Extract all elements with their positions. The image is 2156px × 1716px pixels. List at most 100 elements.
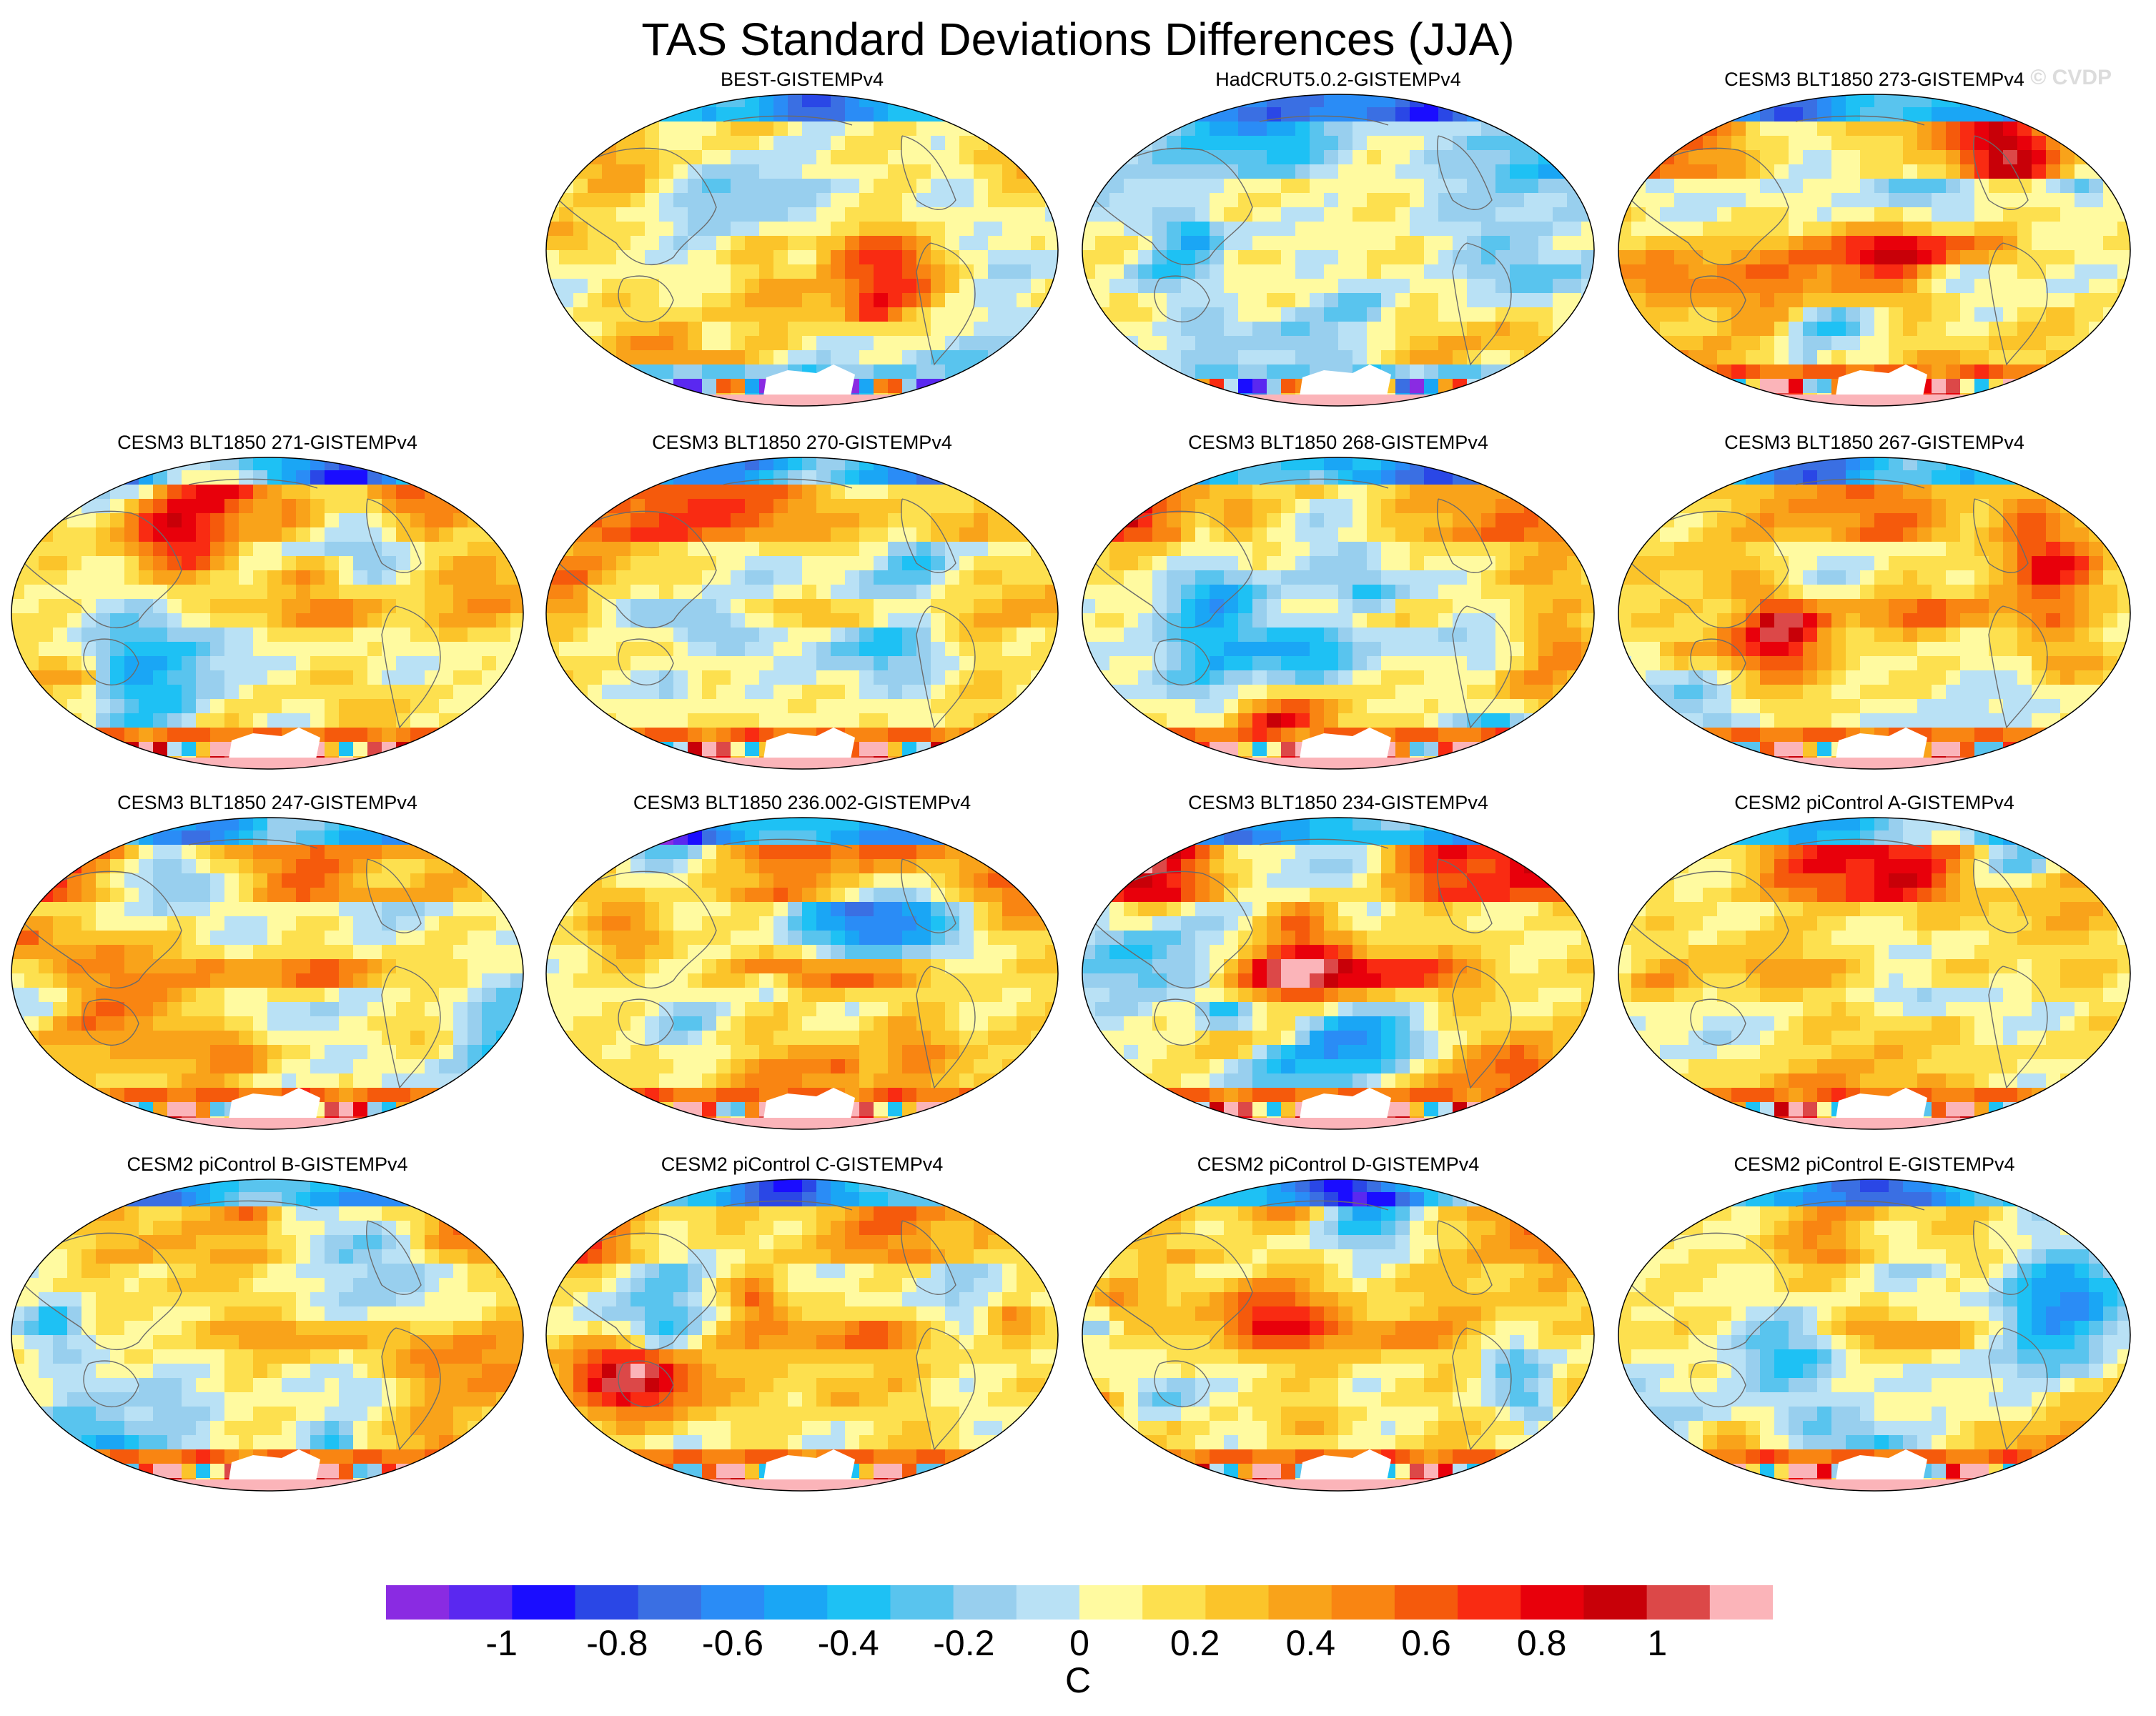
field-cell [559,336,574,351]
field-cell [702,628,717,643]
field-cell [1310,164,1325,179]
field-cell [874,264,889,279]
field-cell [859,179,874,194]
field-cell [1495,150,1510,165]
field-cell [1152,470,1167,485]
field-cell [1646,393,1661,406]
field-cell [816,193,831,208]
field-cell [2032,457,2047,471]
field-cell [1567,628,1582,643]
field-cell [1481,470,1496,485]
field-cell [1789,222,1804,237]
field-cell [1846,207,1861,222]
field-cell [2089,364,2104,380]
field-cell [546,236,560,251]
field-cell [2117,307,2130,322]
field-cell [1095,121,1110,137]
field-cell [1410,485,1425,500]
field-cell [139,485,154,500]
field-cell [1932,364,1947,380]
field-cell [224,656,239,671]
field-cell [974,742,989,757]
field-cell [367,485,382,500]
field-cell [902,628,917,643]
field-cell [182,527,197,542]
field-cell [1989,264,2004,279]
field-cell [1538,613,1553,628]
field-cell [773,179,788,194]
field-cell [1353,499,1368,514]
field-cell [1438,513,1453,528]
field-cell [888,656,903,671]
field-cell [1717,164,1732,179]
field-cell [916,136,931,151]
field-cell [974,556,989,571]
field-cell [1267,121,1282,137]
field-cell [1252,250,1267,265]
field-cell [482,628,497,643]
field-cell [1495,379,1510,394]
field-cell [453,628,468,643]
field-cell [1082,642,1096,657]
field-cell [759,699,774,714]
field-cell [602,94,617,108]
field-cell [224,485,239,500]
field-cell [2017,350,2032,365]
field-cell [1017,136,1032,151]
field-cell [1510,136,1525,151]
field-cell [559,470,574,485]
field-cell [96,457,111,471]
field-cell [759,193,774,208]
field-cell [1224,628,1239,643]
field-cell [1746,121,1761,137]
field-cell [1017,457,1032,471]
field-cell [1082,350,1096,365]
field-cell [1181,499,1196,514]
field-cell [802,322,817,337]
field-cell [745,457,760,471]
field-cell [67,685,82,700]
field-cell [310,628,325,643]
field-cell [1453,713,1468,728]
field-cell [24,670,39,685]
field-cell [1210,685,1225,700]
field-cell [902,670,917,685]
field-cell [602,193,617,208]
field-cell [1946,236,1961,251]
field-cell [1874,307,1889,322]
field-cell [2060,470,2075,485]
field-cell [573,485,588,500]
field-cell [702,713,717,728]
field-cell [1746,393,1761,406]
field-cell [1281,150,1296,165]
field-cell [367,756,382,769]
field-cell [1324,94,1339,108]
field-cell [2046,250,2061,265]
field-cell [1553,656,1568,671]
field-cell [1410,179,1425,194]
field-cell [1717,94,1732,108]
field-cell [1152,164,1167,179]
map-panel: CESM3 BLT1850 271-GISTEMPv4 [1,432,533,775]
field-cell [453,699,468,714]
field-cell [874,350,889,365]
field-cell [1660,250,1675,265]
field-cell [24,742,39,757]
field-cell [588,193,603,208]
field-cell [1031,250,1046,265]
field-cell [1803,307,1818,322]
field-cell [816,527,831,542]
field-cell [1789,513,1804,528]
missing-data-region [1836,364,1927,396]
field-cell [588,350,603,365]
field-cell [1031,179,1046,194]
field-cell [702,585,717,600]
field-cell [616,279,631,294]
field-cell [802,556,817,571]
field-cell [546,307,560,322]
field-cell [1095,193,1110,208]
field-cell [310,613,325,628]
field-cell [1946,293,1961,308]
field-cell [559,628,574,643]
field-cell [1252,642,1267,657]
